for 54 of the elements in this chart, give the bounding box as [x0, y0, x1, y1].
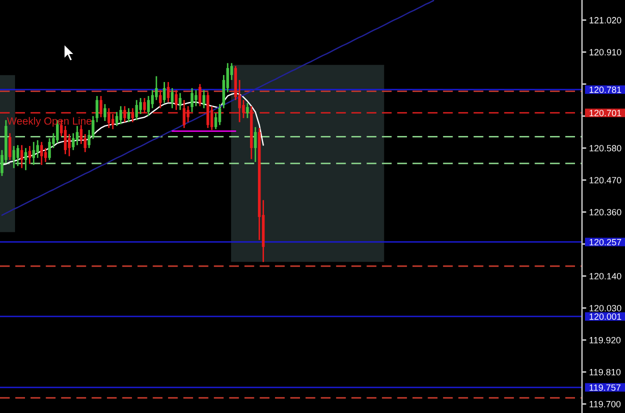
candlestick: [194, 89, 198, 107]
candlestick: [198, 83, 202, 107]
ref-line-label: 120.781: [590, 86, 622, 93]
candlestick: [135, 99, 138, 121]
y-tick-label: 120.580: [590, 145, 622, 152]
candlestick: [20, 144, 24, 169]
candlestick: [162, 81, 166, 104]
candlestick: [218, 103, 222, 126]
y-tick-label: 119.920: [590, 336, 621, 344]
candlestick: [178, 92, 182, 111]
y-tick-label: 120.910: [590, 49, 622, 56]
ref-line-label: 119.757: [590, 384, 620, 391]
y-tick-label: 120.360: [590, 208, 622, 216]
candlestick: [96, 95, 98, 123]
candlestick: [186, 105, 190, 123]
y-tick-label: 119.700: [590, 400, 621, 408]
y-tick-label: 121.020: [590, 17, 622, 24]
candlestick: [242, 99, 245, 119]
y-tick-label: 120.030: [590, 304, 622, 312]
candlestick: [40, 141, 43, 166]
candlestick: [32, 141, 36, 166]
candlestick: [170, 87, 174, 109]
candlestick: [131, 108, 134, 123]
candlestick: [8, 132, 12, 161]
candlestick: [190, 87, 194, 113]
y-tick-label: 119.810: [590, 368, 621, 376]
ref-line-label: 120.701: [590, 110, 622, 116]
candlestick: [155, 76, 158, 101]
candlestick: [12, 145, 16, 169]
candlestick: [127, 108, 130, 123]
candlestick: [72, 132, 75, 151]
candlestick: [16, 144, 20, 167]
candlestick: [28, 145, 32, 165]
candlestick: [48, 137, 51, 161]
y-tick-label: 120.470: [590, 177, 622, 184]
candlestick: [104, 103, 106, 122]
line-series: [1, 0, 434, 216]
candlestick: [202, 89, 206, 109]
candlestick: [158, 89, 162, 109]
y-tick-label: 120.140: [590, 272, 622, 280]
candlestick: [107, 108, 110, 129]
candlestick: [100, 95, 102, 118]
candlestick: [64, 125, 67, 155]
candlestick: [254, 126, 257, 163]
candlestick: [174, 89, 178, 111]
candlestick: [214, 112, 218, 130]
ref-line-label: 120.001: [590, 313, 622, 320]
candlestick: [246, 102, 249, 119]
ref-line-label: 120.257: [590, 238, 622, 246]
candlestick: [143, 97, 146, 114]
candlestick: [24, 147, 28, 171]
candlestick: [68, 133, 71, 157]
candlestick: [115, 111, 118, 127]
candlestick: [182, 99, 186, 129]
